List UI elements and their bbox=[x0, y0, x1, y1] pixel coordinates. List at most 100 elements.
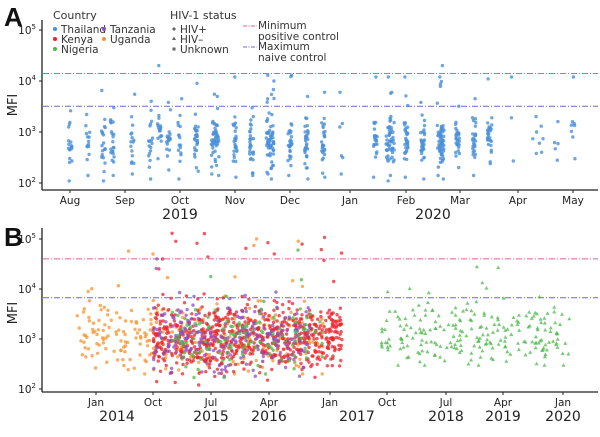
data-point-nigeria-hiv-negative bbox=[428, 327, 433, 332]
data-point-kenya-hiv-positive bbox=[330, 318, 334, 322]
x-tick-label: Oct bbox=[378, 397, 396, 409]
data-point-tanzania-hiv-positive bbox=[189, 347, 193, 352]
data-point-nigeria-hiv-negative bbox=[509, 332, 514, 336]
legend-item-hiv-positive: HIV+ bbox=[172, 24, 207, 36]
data-point-thailand bbox=[165, 147, 169, 151]
data-point-thailand bbox=[99, 129, 104, 133]
data-point-kenya-hiv-positive bbox=[327, 315, 331, 319]
data-point-kenya-hiv-positive bbox=[272, 299, 276, 303]
data-point-tanzania-hiv-positive bbox=[158, 330, 162, 334]
data-point-uganda-hiv-positive bbox=[129, 319, 133, 324]
data-point-nigeria-hiv-negative bbox=[491, 330, 495, 334]
data-point-thailand bbox=[473, 152, 478, 157]
data-point-kenya-hiv-positive bbox=[219, 371, 224, 376]
data-point-thailand bbox=[419, 100, 423, 105]
data-point-nigeria-hiv-positive bbox=[229, 332, 233, 336]
data-point-kenya-hiv-positive bbox=[157, 354, 161, 359]
data-point-thailand bbox=[471, 118, 476, 123]
data-point-tanzania-hiv-positive bbox=[213, 356, 217, 360]
data-point-tanzania-hiv-positive bbox=[197, 311, 201, 315]
data-point-nigeria-hiv-positive bbox=[262, 299, 266, 304]
data-point-kenya-hiv-positive bbox=[290, 301, 295, 306]
data-point-uganda-hiv-positive bbox=[154, 320, 158, 325]
data-point-tanzania-hiv-positive bbox=[307, 325, 312, 330]
data-point-kenya-hiv-positive bbox=[307, 308, 312, 312]
data-point-uganda-hiv-positive bbox=[233, 317, 237, 321]
data-point-tanzania-hiv-positive bbox=[220, 368, 224, 372]
data-point-thailand bbox=[270, 164, 275, 168]
data-point-nigeria-hiv-positive bbox=[183, 316, 187, 321]
data-point-uganda-hiv-positive bbox=[118, 316, 122, 320]
data-point-kenya-hiv-positive bbox=[258, 371, 262, 375]
data-point-nigeria-hiv-negative bbox=[438, 344, 443, 348]
data-point-thailand bbox=[177, 143, 181, 147]
data-point-uganda-hiv-positive bbox=[320, 372, 324, 376]
data-point-kenya-hiv-positive bbox=[333, 330, 337, 334]
data-point-thailand bbox=[304, 166, 309, 170]
data-point-nigeria-hiv-negative bbox=[474, 299, 479, 304]
data-point-thailand bbox=[147, 165, 151, 169]
data-point-uganda-hiv-positive bbox=[138, 353, 142, 357]
data-point-thailand bbox=[271, 87, 276, 92]
x-tick-label: Jul bbox=[439, 397, 453, 409]
panel-b-year-2016: 2016 bbox=[251, 409, 287, 425]
data-point-kenya-hiv-positive bbox=[338, 306, 343, 310]
data-point-tanzania-hiv-positive bbox=[182, 326, 187, 330]
data-point-thailand bbox=[86, 139, 91, 144]
data-point-uganda-hiv-positive bbox=[123, 350, 127, 354]
data-point-thailand bbox=[248, 137, 252, 141]
data-point-tanzania-hiv-positive bbox=[295, 312, 299, 316]
data-point-nigeria-hiv-positive bbox=[272, 341, 276, 345]
data-point-nigeria-hiv-negative bbox=[438, 355, 443, 359]
legend-marker-thailand bbox=[53, 27, 57, 31]
data-point-nigeria-hiv-negative bbox=[417, 359, 422, 364]
data-point-uganda-hiv-positive bbox=[117, 328, 121, 332]
data-point-kenya-hiv-positive bbox=[207, 311, 211, 315]
data-point-uganda-hiv-positive bbox=[75, 314, 79, 318]
data-point-tanzania-hiv-positive bbox=[253, 374, 257, 378]
data-point-uganda-hiv-positive bbox=[163, 355, 168, 360]
data-point-nigeria-hiv-negative bbox=[492, 322, 497, 326]
data-point-tanzania-hiv-positive bbox=[171, 324, 175, 328]
data-point-thailand bbox=[441, 177, 445, 181]
data-point-thailand bbox=[268, 134, 273, 138]
data-point-nigeria-hiv-negative bbox=[515, 322, 520, 327]
data-point-nigeria-hiv-negative bbox=[433, 319, 438, 324]
data-point-kenya-hiv-positive bbox=[203, 331, 208, 335]
panel-a-letter: A bbox=[4, 2, 23, 32]
data-point-uganda-hiv-positive bbox=[82, 307, 87, 311]
data-point-nigeria-hiv-positive bbox=[253, 346, 258, 350]
data-point-kenya-hiv-positive bbox=[317, 350, 321, 354]
data-point-kenya-hiv-positive bbox=[203, 313, 207, 318]
data-point-kenya-hiv-positive bbox=[319, 247, 323, 252]
data-point-uganda-hiv-positive bbox=[132, 366, 136, 370]
data-point-nigeria-hiv-negative bbox=[400, 340, 405, 345]
data-point-tanzania-hiv-positive bbox=[249, 331, 253, 335]
data-point-kenya-hiv-positive bbox=[327, 308, 332, 312]
data-point-tanzania-hiv-positive bbox=[254, 332, 258, 337]
data-point-thailand bbox=[193, 136, 197, 141]
data-point-tanzania-hiv-positive bbox=[283, 316, 288, 320]
data-point-thailand bbox=[319, 140, 324, 144]
data-point-nigeria-hiv-negative bbox=[410, 336, 415, 340]
data-point-nigeria-hiv-positive bbox=[299, 336, 303, 341]
data-point-thailand bbox=[322, 148, 326, 152]
data-point-thailand bbox=[490, 116, 494, 120]
data-point-nigeria-hiv-negative bbox=[380, 329, 384, 334]
data-point-kenya-hiv-positive bbox=[266, 318, 271, 322]
data-point-thailand bbox=[177, 177, 181, 181]
data-point-kenya-hiv-positive bbox=[213, 374, 217, 379]
data-point-thailand bbox=[488, 160, 492, 164]
data-point-tanzania-hiv-positive bbox=[155, 327, 159, 332]
legend-marker-nigeria bbox=[53, 47, 57, 51]
data-point-thailand bbox=[85, 135, 90, 139]
data-point-kenya-hiv-positive bbox=[340, 337, 344, 342]
data-point-kenya-hiv-positive bbox=[249, 360, 253, 364]
data-point-kenya-hiv-positive bbox=[156, 359, 160, 363]
data-point-kenya-hiv-positive bbox=[281, 336, 285, 341]
data-point-uganda-hiv-positive bbox=[91, 321, 96, 325]
data-point-thailand bbox=[439, 143, 443, 147]
data-point-kenya-hiv-positive bbox=[312, 322, 316, 326]
data-point-thailand bbox=[471, 173, 476, 178]
data-point-thailand bbox=[265, 153, 269, 157]
